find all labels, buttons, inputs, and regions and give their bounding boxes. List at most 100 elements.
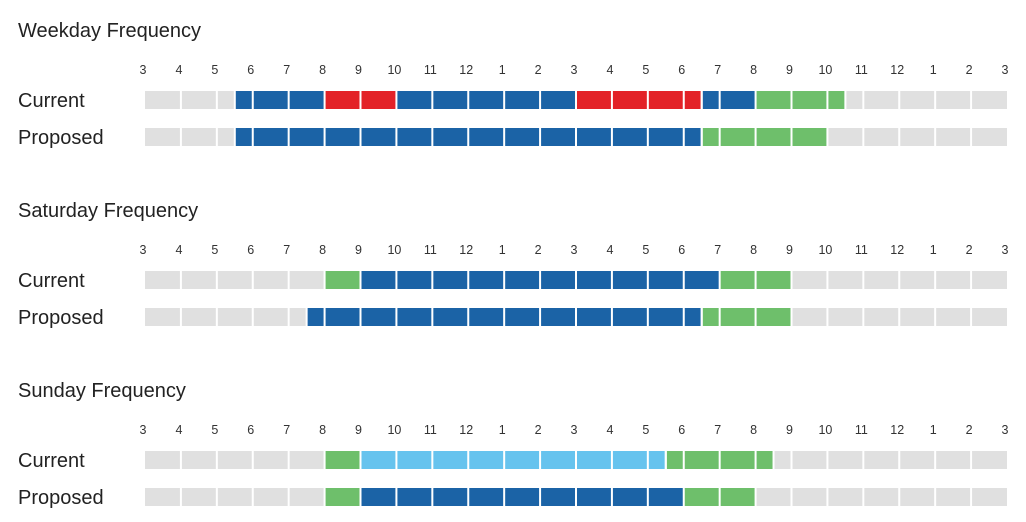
tick-label: 8: [750, 63, 757, 77]
hour-divider: [646, 308, 649, 326]
tick-label: 11: [855, 63, 868, 77]
hour-divider: [323, 308, 326, 326]
empty-cell: [971, 451, 1007, 469]
segment-divider: [233, 91, 236, 109]
row-label: Proposed: [18, 307, 104, 329]
hour-divider: [826, 451, 829, 469]
hour-divider: [682, 91, 685, 109]
empty-cell: [216, 451, 253, 469]
tick-label: 6: [247, 243, 254, 257]
tick-label: 1: [499, 63, 506, 77]
row-proposed: Proposed: [18, 127, 1007, 149]
hour-divider: [431, 488, 434, 506]
hour-divider: [754, 451, 757, 469]
hour-divider: [718, 128, 721, 146]
hour-divider: [790, 308, 793, 326]
hour-divider: [970, 128, 973, 146]
hour-divider: [431, 308, 434, 326]
tick-label: 5: [211, 243, 218, 257]
hour-divider: [431, 271, 434, 289]
hour-divider: [503, 451, 506, 469]
hour-divider: [610, 451, 613, 469]
row-label: Current: [18, 450, 85, 472]
hour-divider: [970, 308, 973, 326]
hour-divider: [179, 488, 182, 506]
hour-divider: [718, 308, 721, 326]
empty-cell: [216, 488, 253, 506]
hour-divider: [431, 91, 434, 109]
tick-label: 6: [678, 63, 685, 77]
hour-divider: [539, 91, 542, 109]
tick-label: 9: [786, 243, 793, 257]
tick-label: 10: [387, 243, 401, 257]
empty-cell: [971, 91, 1007, 109]
hour-divider: [287, 488, 290, 506]
empty-cell: [971, 308, 1007, 326]
hour-divider: [539, 488, 542, 506]
tick-label: 3: [140, 63, 147, 77]
empty-cell: [180, 451, 217, 469]
empty-cell: [971, 271, 1007, 289]
hour-divider: [898, 308, 901, 326]
tick-label: 10: [387, 423, 401, 437]
tick-label: 1: [930, 63, 937, 77]
empty-cell: [899, 128, 936, 146]
hour-divider: [862, 271, 865, 289]
empty-cell: [863, 91, 900, 109]
tick-label: 11: [424, 63, 437, 77]
tick-label: 3: [140, 423, 147, 437]
hour-divider: [718, 488, 721, 506]
empty-cell: [827, 451, 864, 469]
hour-divider: [323, 271, 326, 289]
hour-divider: [179, 271, 182, 289]
tick-label: 4: [175, 243, 182, 257]
hour-divider: [395, 451, 398, 469]
hour-divider: [179, 451, 182, 469]
hour-divider: [934, 128, 937, 146]
hour-divider: [215, 271, 218, 289]
tick-label: 12: [459, 243, 473, 257]
tick-label: 9: [786, 423, 793, 437]
tick-label: 3: [571, 423, 578, 437]
segment-divider: [700, 128, 703, 146]
hour-divider: [575, 128, 577, 146]
row-label: Proposed: [18, 127, 104, 149]
empty-cell: [180, 271, 217, 289]
segment-divider: [772, 451, 775, 469]
segment-divider: [664, 451, 667, 469]
hour-divider: [575, 451, 577, 469]
service-segment: [324, 488, 361, 506]
hour-divider: [970, 488, 973, 506]
hour-divider: [215, 451, 218, 469]
empty-cell: [180, 128, 217, 146]
tick-label: 12: [459, 63, 473, 77]
hour-divider: [754, 308, 757, 326]
tick-label: 1: [499, 423, 506, 437]
tick-label: 3: [140, 243, 147, 257]
tick-label: 2: [535, 63, 542, 77]
hour-divider: [251, 308, 254, 326]
empty-cell: [216, 308, 253, 326]
empty-cell: [827, 308, 864, 326]
tick-label: 4: [175, 423, 182, 437]
hour-divider: [610, 91, 613, 109]
tick-label: 7: [714, 243, 721, 257]
tick-label: 8: [319, 243, 326, 257]
hour-divider: [359, 91, 362, 109]
row-label: Proposed: [18, 487, 104, 509]
hour-divider: [790, 488, 793, 506]
empty-cell: [827, 271, 864, 289]
tick-label: 7: [283, 243, 290, 257]
tick-label: 11: [855, 243, 868, 257]
service-segment: [701, 128, 828, 146]
tick-label: 2: [966, 243, 973, 257]
empty-cell: [791, 271, 828, 289]
tick-label: 2: [966, 423, 973, 437]
hour-divider: [970, 271, 973, 289]
hour-divider: [682, 271, 685, 289]
hour-divider: [215, 91, 218, 109]
tick-label: 7: [283, 63, 290, 77]
hour-divider: [646, 271, 649, 289]
hour-divider: [610, 488, 613, 506]
service-segment: [234, 91, 325, 109]
